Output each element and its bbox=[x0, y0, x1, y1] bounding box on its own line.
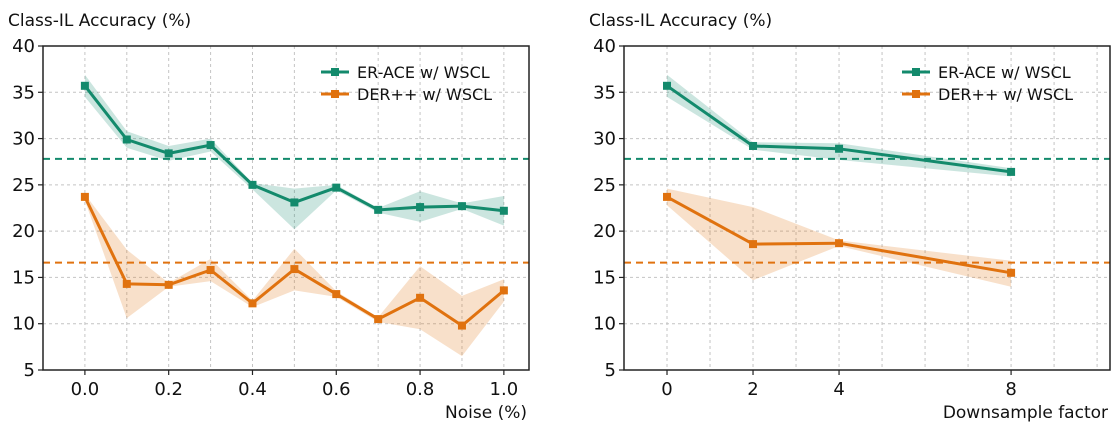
data-point-s0-2 bbox=[835, 144, 844, 153]
y-tick-label: 5 bbox=[24, 360, 35, 381]
data-point-s0-3 bbox=[206, 141, 215, 150]
data-point-s1-4 bbox=[248, 299, 257, 308]
x-tick-label: 0.0 bbox=[71, 379, 100, 400]
chart-noise: 5 10 15 20 25 30 35 40 0.0 0.2 0.4 0.6 0.8 1.0 Class-I… bbox=[8, 11, 530, 423]
x-tick-label: 1.0 bbox=[490, 379, 519, 400]
legend-label: DER++ w/ WSCL bbox=[357, 85, 492, 104]
y-tick-label: 40 bbox=[12, 36, 35, 57]
confidence-band-1 bbox=[84, 194, 504, 357]
y-tick-label: 20 bbox=[12, 221, 35, 242]
data-point-s0-10 bbox=[499, 206, 508, 215]
y-tick-label: 35 bbox=[593, 82, 616, 103]
x-tick-label: 0.8 bbox=[406, 379, 435, 400]
chart-downsample: 5 10 15 20 25 30 35 40 0 2 4 8 Class-IL Accuracy (%)… bbox=[589, 11, 1111, 423]
y-axis-title: Class-IL Accuracy (%) bbox=[589, 11, 772, 31]
plot-frame bbox=[623, 45, 1111, 371]
y-tick-label: 35 bbox=[12, 82, 35, 103]
y-tick-label: 10 bbox=[593, 314, 616, 335]
x-tick-label: 0.2 bbox=[154, 379, 183, 400]
series-line-0 bbox=[666, 84, 1012, 174]
data-point-s1-10 bbox=[499, 286, 508, 295]
legend-swatch-marker bbox=[331, 68, 339, 76]
data-point-s0-2 bbox=[164, 149, 173, 158]
x-tick-label: 4 bbox=[833, 379, 844, 400]
data-point-s0-5 bbox=[290, 198, 299, 207]
x-tick-label: 0.4 bbox=[238, 379, 267, 400]
legend-label: ER-ACE w/ WSCL bbox=[938, 63, 1071, 82]
data-point-s0-0 bbox=[80, 81, 89, 90]
data-point-s1-0 bbox=[663, 192, 672, 201]
data-point-s0-1 bbox=[749, 141, 758, 150]
x-tick-label: 0 bbox=[661, 379, 672, 400]
data-point-s0-8 bbox=[416, 203, 425, 212]
data-point-s0-1 bbox=[122, 135, 131, 144]
legend-label: DER++ w/ WSCL bbox=[938, 85, 1073, 104]
series-line-1 bbox=[666, 195, 1012, 275]
data-point-s0-7 bbox=[374, 205, 383, 214]
data-point-s0-3 bbox=[1007, 167, 1016, 176]
y-tick-label: 15 bbox=[593, 267, 616, 288]
data-point-s1-1 bbox=[749, 240, 758, 249]
y-tick-label: 25 bbox=[12, 175, 35, 196]
data-point-s1-6 bbox=[332, 290, 341, 299]
x-tick-label: 8 bbox=[1005, 379, 1016, 400]
y-tick-label: 30 bbox=[593, 129, 616, 150]
data-point-s0-4 bbox=[248, 180, 257, 189]
data-point-s1-1 bbox=[122, 279, 131, 288]
y-tick-label: 10 bbox=[12, 314, 35, 335]
data-point-s1-7 bbox=[374, 315, 383, 324]
y-tick-label: 15 bbox=[12, 267, 35, 288]
data-point-s0-9 bbox=[457, 202, 466, 211]
legend-swatch-marker bbox=[912, 90, 920, 98]
legend-label: ER-ACE w/ WSCL bbox=[357, 63, 490, 82]
x-tick-label: 0.6 bbox=[322, 379, 351, 400]
y-tick-label: 25 bbox=[593, 175, 616, 196]
data-point-s1-9 bbox=[457, 321, 466, 330]
legend-swatch-marker bbox=[912, 68, 920, 76]
x-axis-title: Downsample factor bbox=[943, 403, 1108, 423]
x-tick-label: 2 bbox=[747, 379, 758, 400]
legend-swatch-marker bbox=[331, 90, 339, 98]
y-tick-label: 30 bbox=[12, 129, 35, 150]
data-point-s1-5 bbox=[290, 265, 299, 274]
data-point-s0-0 bbox=[663, 81, 672, 90]
data-point-s1-3 bbox=[1007, 268, 1016, 277]
data-point-s1-2 bbox=[164, 280, 173, 289]
y-tick-label: 20 bbox=[593, 221, 616, 242]
data-point-s1-8 bbox=[416, 293, 425, 302]
y-tick-label: 40 bbox=[593, 36, 616, 57]
y-axis-title: Class-IL Accuracy (%) bbox=[8, 11, 191, 31]
y-tick-label: 5 bbox=[605, 360, 616, 381]
data-point-s1-3 bbox=[206, 266, 215, 275]
data-point-s1-2 bbox=[835, 239, 844, 248]
plot-frame bbox=[42, 45, 530, 371]
x-axis-title: Noise (%) bbox=[445, 403, 527, 423]
data-point-s0-6 bbox=[332, 183, 341, 192]
data-point-s1-0 bbox=[80, 192, 89, 201]
